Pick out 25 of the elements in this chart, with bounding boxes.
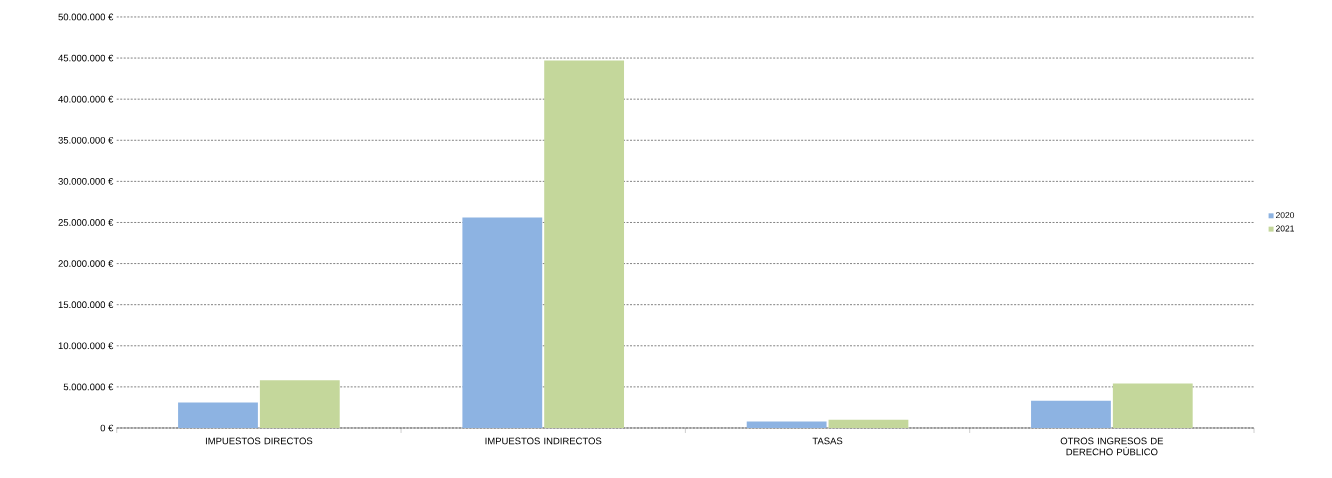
y-tick-label: 45.000.000 € bbox=[58, 54, 114, 62]
y-tick-label: 25.000.000 € bbox=[58, 219, 114, 226]
y-tick-label: 40.000.000 € bbox=[58, 95, 114, 103]
bar bbox=[746, 421, 827, 429]
bar bbox=[1031, 400, 1111, 429]
y-tick-label: 5.000.000 € bbox=[63, 383, 114, 391]
bar bbox=[178, 402, 258, 429]
y-tick-label: 20.000.000 € bbox=[58, 260, 114, 267]
y-tick-label: 35.000.000 € bbox=[58, 136, 114, 144]
y-tick-label: 50.000.000 € bbox=[58, 13, 114, 21]
x-tick-label: IMPUESTOS INDIRECTOS bbox=[485, 437, 602, 445]
bar bbox=[544, 60, 625, 429]
y-tick-label: 15.000.000 € bbox=[58, 301, 114, 309]
y-tick-label: 10.000.000 € bbox=[58, 342, 114, 350]
bar bbox=[828, 419, 909, 429]
bar bbox=[462, 217, 543, 429]
bar bbox=[1112, 383, 1193, 429]
x-tick-label: TASAS bbox=[812, 437, 843, 445]
y-tick-label: 30.000.000 € bbox=[58, 178, 114, 185]
x-tick-label: OTROS INGRESOS DE DERECHO PÚBLICO bbox=[1060, 437, 1164, 456]
x-tick-label: IMPUESTOS DIRECTOS bbox=[205, 437, 313, 445]
legend-label: 2021 bbox=[1275, 225, 1295, 232]
bar bbox=[259, 380, 340, 429]
y-tick-label: 0 € bbox=[100, 424, 114, 432]
legend-label: 2020 bbox=[1275, 212, 1295, 219]
